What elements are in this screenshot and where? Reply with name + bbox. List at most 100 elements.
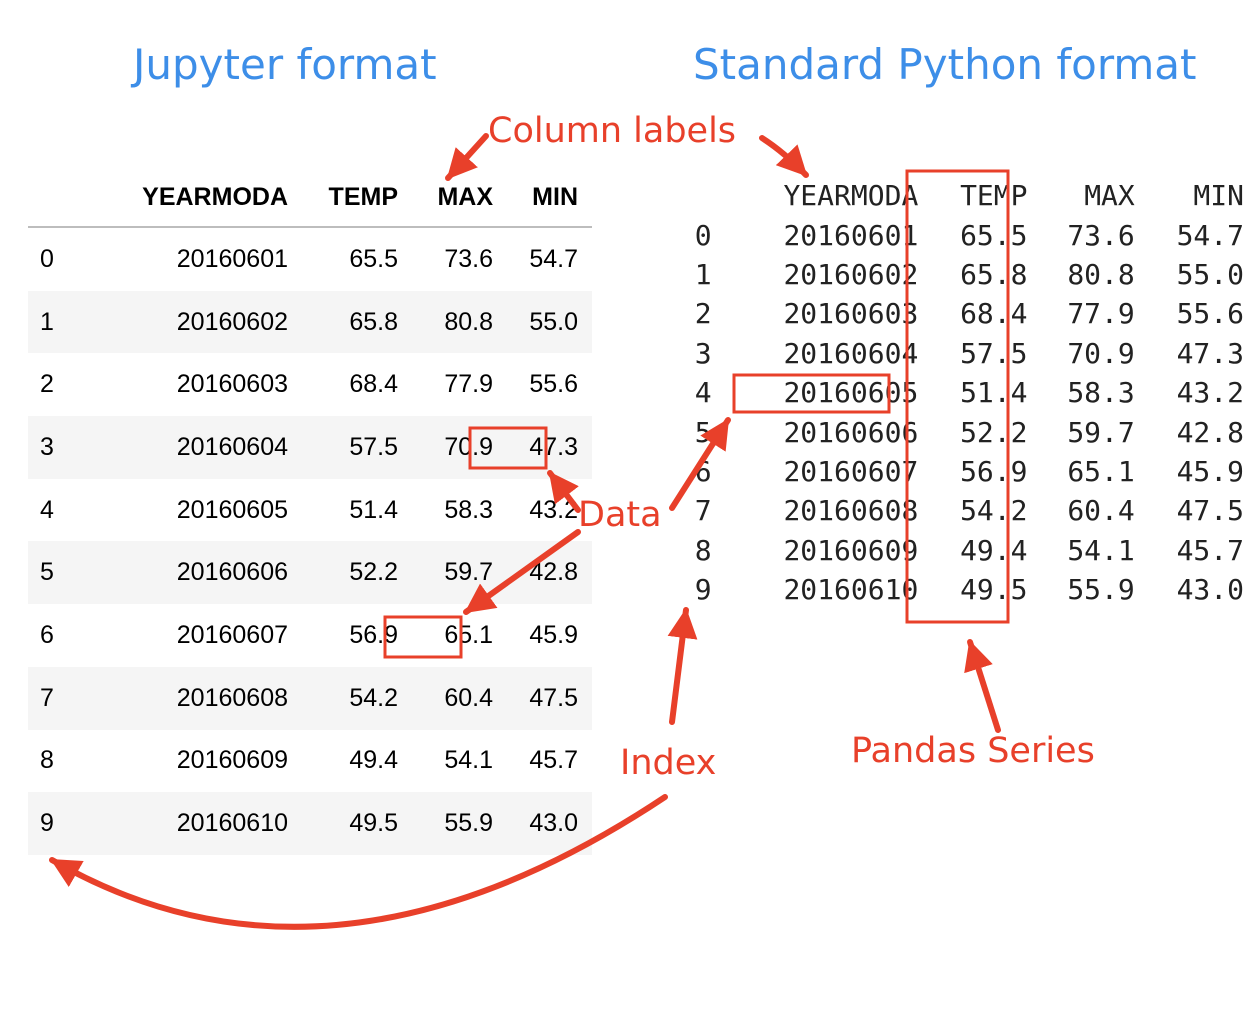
- python-data-cell: 59.7: [1067, 415, 1135, 449]
- jupyter-index-cell: 9: [28, 792, 98, 855]
- python-data-cell: 60.4: [1067, 494, 1135, 528]
- jupyter-data-cell: 54.7: [529, 244, 578, 273]
- jupyter-data-cell: 20160603: [176, 370, 288, 399]
- jupyter-index-cell: 1: [28, 290, 98, 354]
- jupyter-data-cell: 54.2: [290, 666, 398, 730]
- python-data-cell: 73.6: [1067, 218, 1135, 252]
- jupyter-format-title: Jupyter format: [133, 40, 437, 89]
- jupyter-data-cell: 54.1: [444, 746, 493, 775]
- python-table-row: 6 20160607 56.9 65.1 45.9: [676, 452, 1244, 491]
- jupyter-table-row: 8 20160609 49.4 54.1 45.7: [28, 730, 592, 793]
- python-data-cell: 20160604: [783, 336, 919, 370]
- python-data-cell: 47.3: [1176, 336, 1244, 370]
- python-data-cell: 20160602: [783, 257, 919, 291]
- jupyter-data-cell: 20160601: [176, 244, 288, 273]
- arrow-index-to-python-index: [667, 607, 698, 725]
- jupyter-data-cell: 47.5: [493, 666, 592, 730]
- python-column-header: MAX: [1084, 179, 1135, 213]
- jupyter-data-cell: 60.4: [398, 666, 493, 730]
- highlight-box-python-yearmoda: [732, 373, 891, 414]
- jupyter-data-cell: 20160605: [176, 495, 288, 524]
- arrow-data-to-python-cell: [669, 417, 731, 511]
- python-data-cell: 20160605: [783, 376, 919, 410]
- jupyter-data-cell: 20160609: [176, 746, 288, 775]
- python-table-row: 5 20160606 52.2 59.7 42.8: [676, 412, 1244, 451]
- python-data-cell: 56.9: [960, 454, 1028, 488]
- python-data-cell: 58.3: [1067, 376, 1135, 410]
- python-data-cell: 20160607: [783, 454, 919, 488]
- jupyter-data-cell: 52.2: [290, 541, 398, 605]
- jupyter-data-cell: 65.5: [349, 244, 398, 273]
- python-data-cell: 55.9: [1067, 573, 1135, 607]
- python-index-cell: 3: [694, 336, 712, 370]
- python-table-row: 0 20160601 65.5 73.6 54.7: [676, 215, 1244, 254]
- jupyter-data-cell: 20160604: [98, 416, 290, 479]
- jupyter-data-cell: 55.0: [493, 290, 592, 354]
- python-data-cell: 65.1: [1067, 454, 1135, 488]
- python-index-cell: 2: [694, 297, 712, 331]
- jupyter-data-cell: 43.0: [493, 792, 592, 855]
- highlight-box-jupyter-max: [383, 615, 463, 659]
- jupyter-data-cell: 56.9: [349, 620, 398, 649]
- python-dataframe-table: YEARMODA TEMP MAX MIN 0 20160601 65.5 73.6 5…: [676, 176, 1244, 609]
- jupyter-data-cell: 49.4: [349, 746, 398, 775]
- arrow-data-to-min-cell: [547, 470, 581, 513]
- jupyter-column-header: MIN: [532, 182, 578, 211]
- python-table-row: 8 20160609 49.4 54.1 45.7: [676, 531, 1244, 570]
- python-data-cell: 77.9: [1067, 297, 1135, 331]
- jupyter-data-cell: 20160610: [98, 792, 290, 855]
- python-data-cell: 80.8: [1067, 257, 1135, 291]
- python-table-row: 4 20160605 51.4 58.3 43.2: [676, 373, 1244, 412]
- standard-python-format-title: Standard Python format: [693, 40, 1197, 89]
- python-table-row: 1 20160602 65.8 80.8 55.0: [676, 255, 1244, 294]
- jupyter-table-row: 1 20160602 65.8 80.8 55.0: [28, 290, 592, 354]
- python-table-row: 2 20160603 68.4 77.9 55.6: [676, 294, 1244, 333]
- python-data-cell: 42.8: [1176, 415, 1244, 449]
- python-table-row: 7 20160608 54.2 60.4 47.5: [676, 491, 1244, 530]
- column-labels-annotation: Column labels: [488, 111, 737, 151]
- python-header-row: YEARMODA TEMP MAX MIN: [676, 176, 1244, 215]
- jupyter-data-cell: 55.6: [529, 370, 578, 399]
- data-annotation: Data: [578, 495, 662, 535]
- python-column-header: TEMP: [960, 179, 1028, 213]
- python-data-cell: 52.2: [960, 415, 1028, 449]
- python-index-cell: 8: [694, 533, 712, 567]
- jupyter-data-cell: 77.9: [444, 370, 493, 399]
- python-data-cell: 20160603: [783, 297, 919, 331]
- arrow-data-to-max-cell: [463, 529, 581, 615]
- python-data-cell: 45.7: [1176, 533, 1244, 567]
- jupyter-column-header: MAX: [437, 182, 493, 211]
- jupyter-data-cell: 73.6: [444, 244, 493, 273]
- highlight-box-jupyter-min: [468, 426, 548, 470]
- python-data-cell: 65.5: [960, 218, 1028, 252]
- jupyter-table-row: 7 20160608 54.2 60.4 47.5: [28, 666, 592, 730]
- python-data-cell: 57.5: [960, 336, 1028, 370]
- jupyter-column-header: TEMP: [328, 182, 398, 211]
- jupyter-data-cell: 49.5: [290, 792, 398, 855]
- python-data-cell: 54.7: [1176, 218, 1244, 252]
- python-column-header: YEARMODA: [783, 179, 919, 213]
- python-table-row: 9 20160610 49.5 55.9 43.0: [676, 570, 1244, 609]
- jupyter-table-row: 5 20160606 52.2 59.7 42.8: [28, 541, 592, 605]
- python-data-cell: 49.5: [960, 573, 1028, 607]
- jupyter-data-cell: 68.4: [349, 370, 398, 399]
- jupyter-data-cell: 45.9: [529, 620, 578, 649]
- python-data-cell: 68.4: [960, 297, 1028, 331]
- index-annotation: Index: [620, 743, 717, 783]
- jupyter-dataframe-table: YEARMODA TEMP MAX MIN 0 20160601 65.5 73.6 5…: [28, 168, 592, 855]
- jupyter-index-cell: 8: [40, 746, 54, 775]
- jupyter-table-row: 6 20160607 56.9 65.1 45.9: [28, 604, 592, 667]
- python-data-cell: 20160606: [783, 415, 919, 449]
- jupyter-data-cell: 45.7: [529, 746, 578, 775]
- python-index-cell: 0: [694, 218, 712, 252]
- arrow-index-to-jupyter-index: [49, 794, 668, 930]
- jupyter-index-cell: 3: [28, 416, 98, 479]
- jupyter-header-row: YEARMODA TEMP MAX MIN: [28, 168, 592, 227]
- python-column-header: MIN: [1193, 179, 1244, 213]
- python-data-cell: 51.4: [960, 376, 1028, 410]
- jupyter-data-cell: 57.5: [290, 416, 398, 479]
- jupyter-table-row: 0 20160601 65.5 73.6 54.7: [28, 227, 592, 291]
- jupyter-data-cell: 65.8: [290, 290, 398, 354]
- python-index-cell: 7: [694, 494, 712, 528]
